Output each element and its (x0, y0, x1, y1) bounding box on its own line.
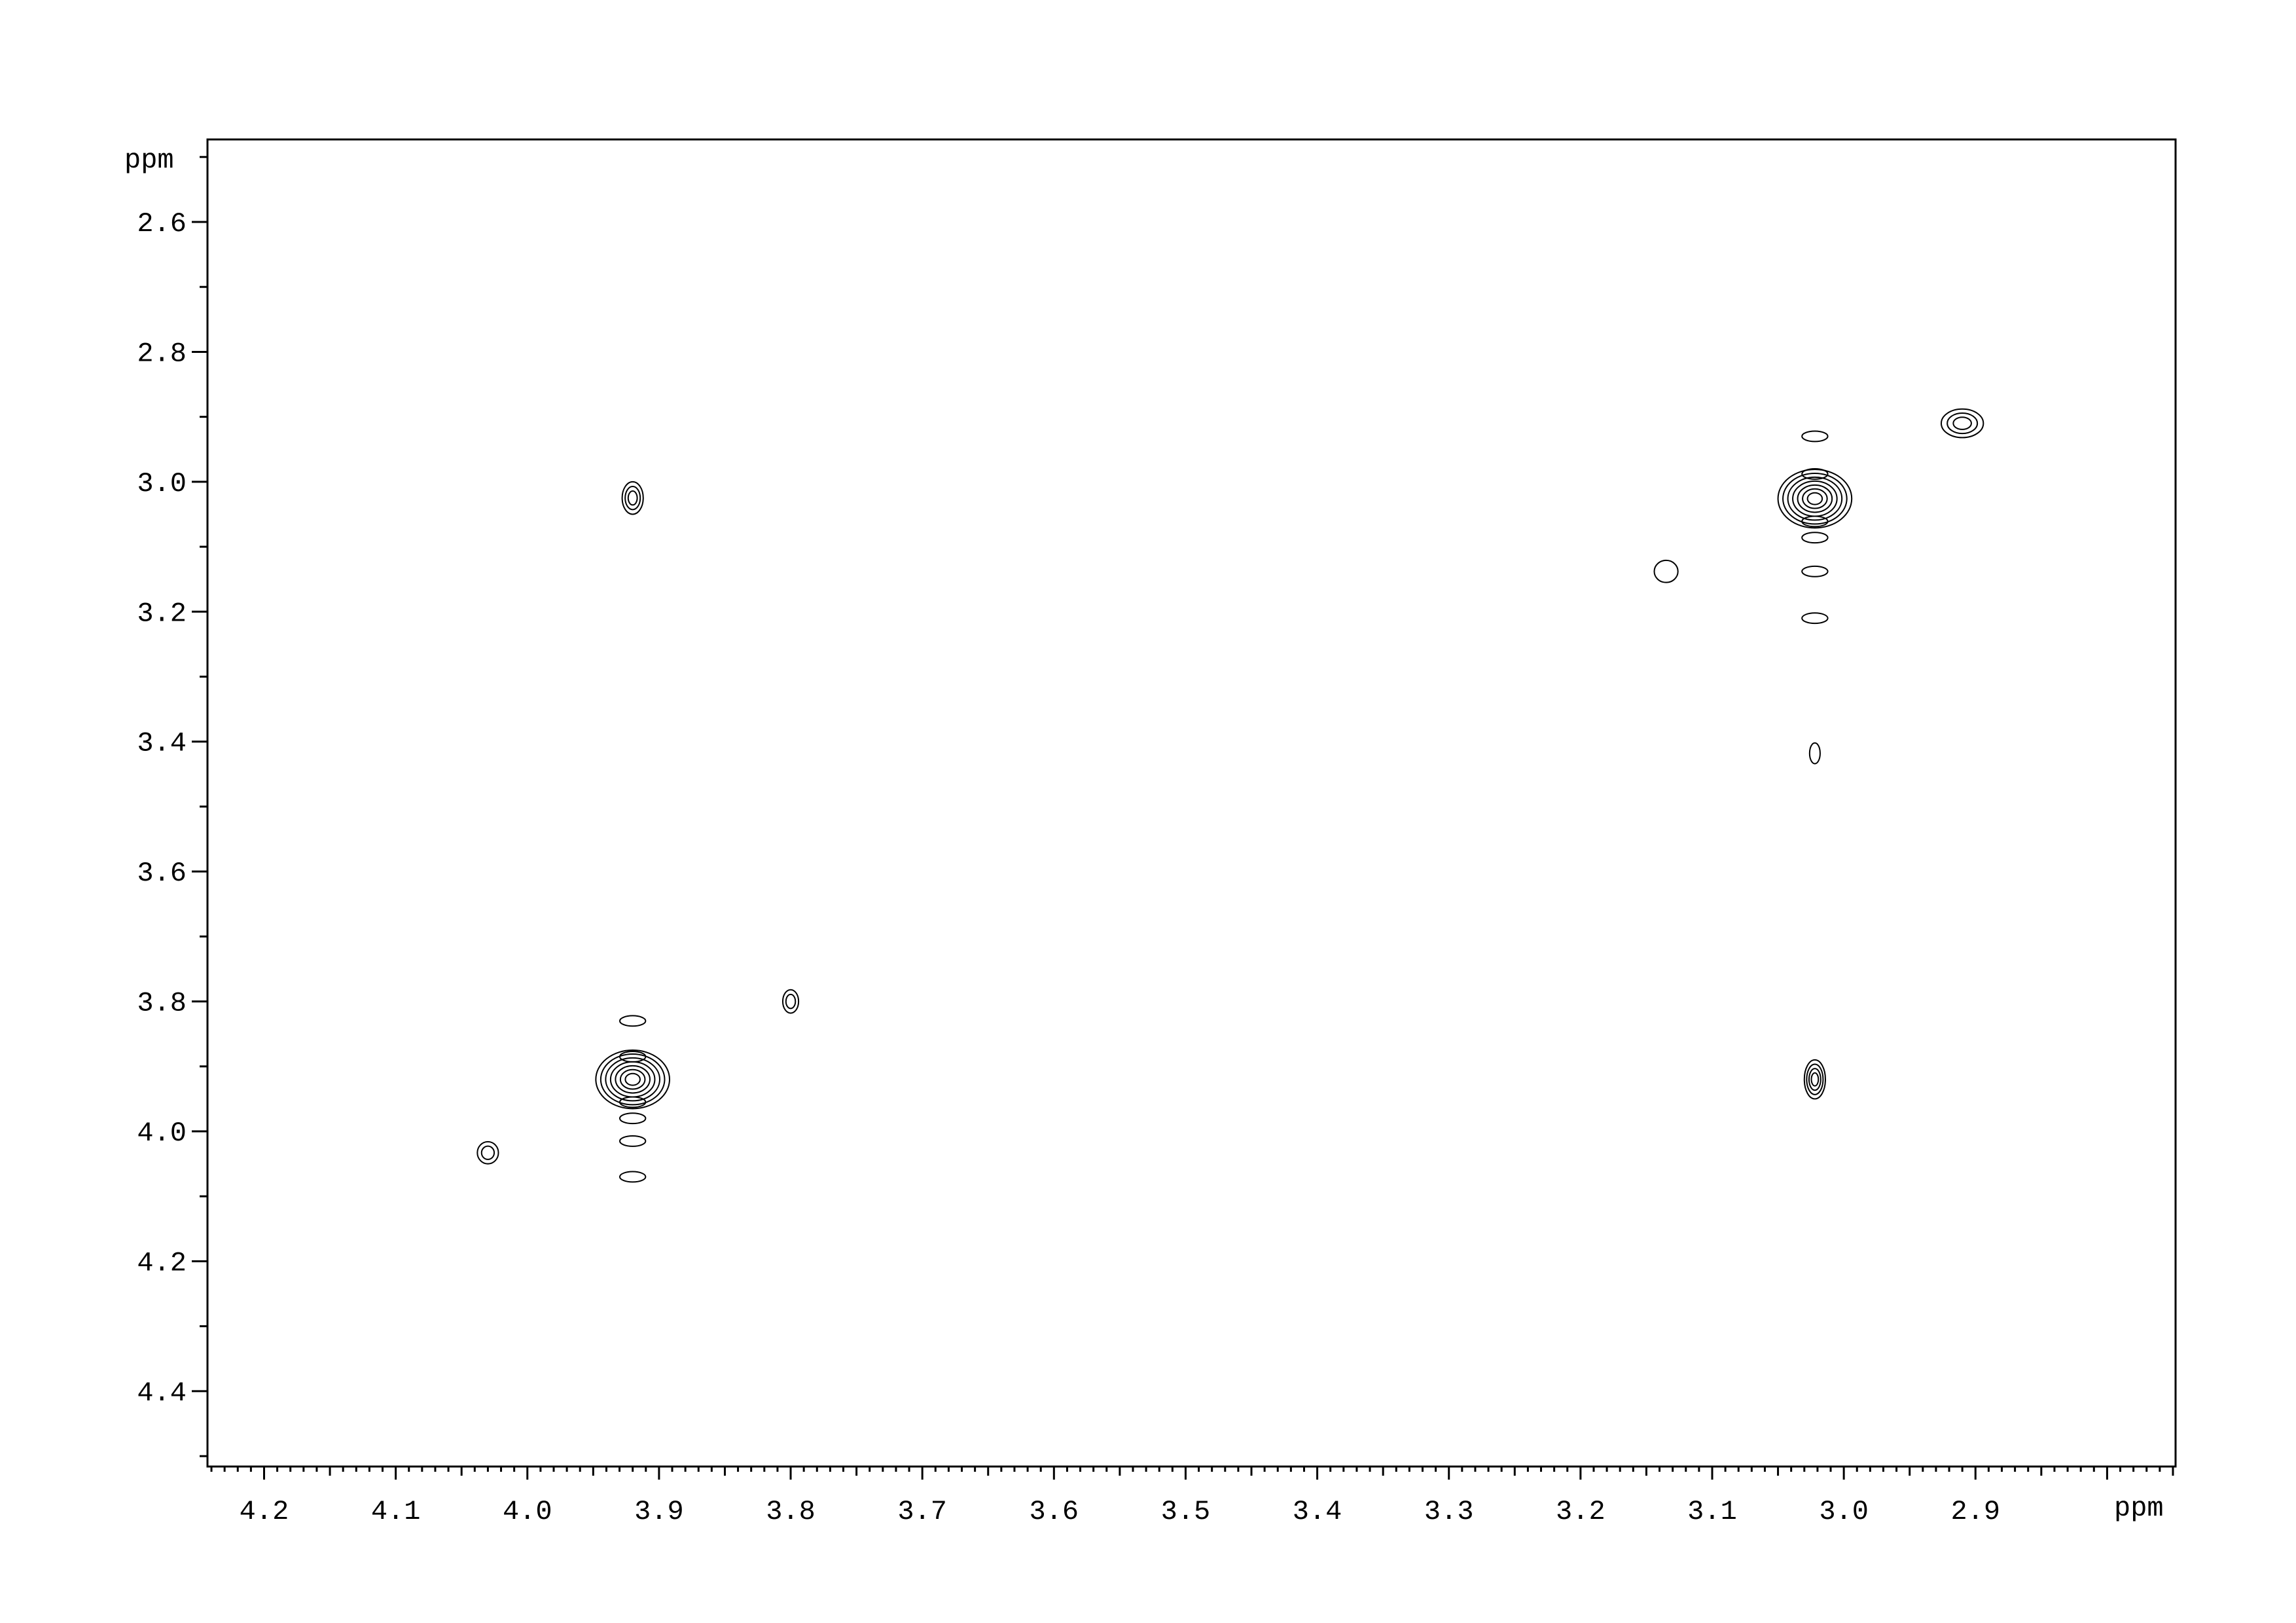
contour-level (781, 989, 800, 1014)
cross-peak (1803, 1059, 1826, 1100)
y-tick-label: 3.0 (137, 468, 187, 500)
contour-level (619, 1068, 646, 1090)
t1-noise-contour (1801, 515, 1829, 528)
y-tick-label: 4.0 (137, 1118, 187, 1149)
contour-level (480, 1145, 495, 1160)
contour-level (1810, 1072, 1820, 1087)
t1-noise-contour (1801, 468, 1829, 480)
t1-noise-contour (619, 1051, 647, 1063)
y-axis: 2.6 2.8 3.0 3.2 3.4 3.6 3.8 4.0 4.2 4.4 (137, 156, 207, 1457)
x-tick-label: 3.7 (897, 1496, 947, 1527)
y-tick-label: 3.2 (137, 598, 187, 629)
x-tick-label: 3.8 (766, 1496, 816, 1527)
cross-peak (595, 1015, 670, 1183)
contour-level (1946, 412, 1979, 435)
x-tick-label: 3.3 (1424, 1496, 1474, 1527)
cross-peak (1940, 408, 1984, 439)
contour-level (1952, 416, 1972, 430)
x-tick-label: 4.0 (503, 1496, 552, 1527)
x-tick-label: 3.6 (1029, 1496, 1079, 1527)
contour-peaks (476, 408, 1984, 1183)
contour-level (1803, 1059, 1826, 1100)
x-tick-label: 4.2 (240, 1496, 289, 1527)
t1-noise-contour (1801, 565, 1829, 577)
t1-noise-contour (1801, 430, 1829, 443)
y-tick-label: 3.8 (137, 988, 187, 1019)
cross-peak (1653, 559, 1679, 583)
y-tick-label: 3.4 (137, 728, 187, 759)
contour-level (476, 1140, 499, 1165)
cross-peak (781, 989, 800, 1014)
t1-noise-contour (619, 1096, 647, 1108)
plot-frame (206, 138, 2177, 1468)
contour-level (621, 481, 644, 515)
contour-level (785, 993, 797, 1010)
contour-level (1792, 480, 1838, 517)
contour-level (1777, 469, 1853, 529)
t1-noise-contour (1801, 612, 1829, 625)
contour-level (624, 1072, 641, 1086)
x-tick-label: 3.2 (1556, 1496, 1605, 1527)
t1-noise-contour (619, 1171, 647, 1183)
cross-peak (476, 1140, 499, 1165)
t1-noise-contour (619, 1135, 647, 1147)
contour-level (1940, 408, 1984, 439)
contour-level (1782, 472, 1848, 525)
x-axis: 4.2 4.1 4.0 3.9 3.8 3.7 3.6 3.5 3.4 3.3 3.2 3.1 3.0 2… (210, 1467, 2174, 1527)
x-tick-label: 4.1 (371, 1496, 421, 1527)
y-axis-label: ppm (124, 145, 174, 176)
t1-noise-contour (1801, 532, 1829, 544)
y-tick-label: 4.2 (137, 1247, 187, 1279)
contour-level (1806, 492, 1823, 505)
contour-level (609, 1061, 656, 1098)
contour-level (600, 1053, 666, 1106)
x-axis-label: ppm (2114, 1493, 2164, 1524)
contour-level (605, 1057, 660, 1102)
contour-level (595, 1049, 670, 1110)
contour-level (615, 1065, 651, 1094)
t1-noise-contour (619, 1112, 647, 1125)
x-tick-label: 3.1 (1687, 1496, 1737, 1527)
contour-level (1808, 1068, 1821, 1091)
contour-level (1797, 484, 1833, 513)
y-tick-label: 4.4 (137, 1377, 187, 1409)
cross-peak (621, 481, 644, 515)
x-tick-label: 3.4 (1293, 1496, 1342, 1527)
x-tick-label: 3.5 (1161, 1496, 1211, 1527)
x-tick-label: 3.0 (1819, 1496, 1869, 1527)
contour-level (1808, 742, 1821, 765)
x-tick-label: 3.9 (634, 1496, 684, 1527)
contour-level (1787, 476, 1843, 521)
y-tick-label: 3.6 (137, 858, 187, 889)
y-tick-label: 2.6 (137, 208, 187, 240)
contour-level (624, 485, 641, 511)
y-tick-label: 2.8 (137, 338, 187, 369)
cross-peak (1777, 430, 1853, 625)
contour-level (1802, 488, 1828, 509)
contour-level (1653, 559, 1679, 583)
x-tick-label: 2.9 (1950, 1496, 2000, 1527)
contour-level (627, 490, 638, 506)
t1-noise-contour (619, 1015, 647, 1027)
cross-peak (1808, 742, 1821, 765)
contour-level (1806, 1063, 1824, 1095)
